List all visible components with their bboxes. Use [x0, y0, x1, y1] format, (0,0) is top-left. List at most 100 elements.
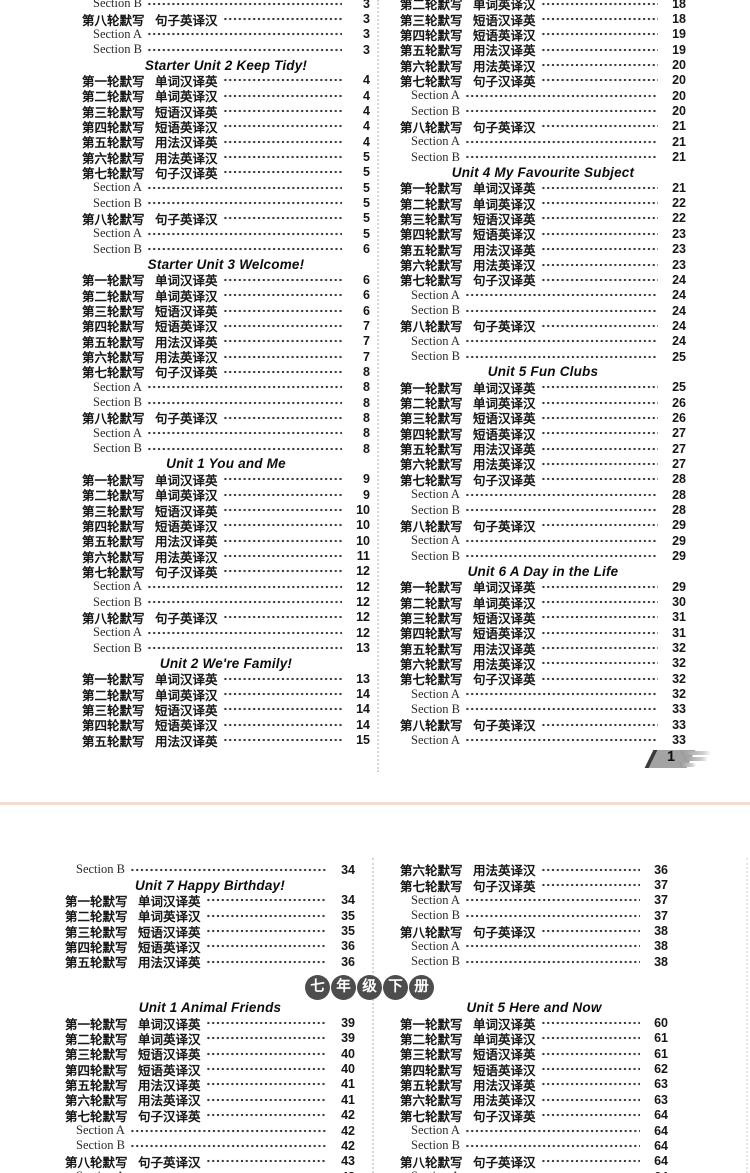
round-label: 第七轮默写 [65, 1109, 128, 1124]
item-desc: 句子汉译英 [155, 166, 218, 181]
toc-row: 第八轮默写 句子英译汉 64 [400, 1153, 668, 1170]
round-label: Section A [93, 226, 142, 241]
toc-row: 第四轮默写 短语英译汉 62 [400, 1061, 668, 1078]
page1-left-column: Section B 3 第八轮默写 句子英译汉 3 Section A 3 Se… [82, 0, 370, 749]
dotted-leader [464, 88, 658, 104]
dotted-leader [540, 862, 640, 878]
round-label: 第二轮默写 [400, 596, 463, 611]
page-number: 13 [356, 641, 370, 656]
item-desc: 单词汉译英 [155, 473, 218, 488]
round-label: Section A [76, 1169, 125, 1173]
column-divider-dotted-line [377, 0, 379, 772]
dotted-leader [540, 118, 658, 135]
item-desc: 单词英译汉 [473, 397, 536, 412]
toc-row: Section A 5 [82, 226, 370, 242]
round-label: Section B [411, 502, 460, 517]
toc-row: Section A 38 [400, 938, 668, 955]
toc-row: 第一轮默写 单词汉译英 60 [400, 1015, 668, 1032]
round-label: 第三轮默写 [82, 703, 145, 718]
toc-row: 第六轮默写 用法英译汉 23 [400, 256, 686, 274]
toc-row: Section B 37 [400, 908, 668, 924]
item-desc: 用法汉译英 [473, 443, 536, 458]
toc-row: 第三轮默写 短语汉译英 10 [82, 502, 370, 519]
badge-character: 下 [383, 975, 408, 1000]
item-desc: 单词英译汉 [138, 910, 201, 925]
page-number: 20 [672, 73, 686, 88]
item-desc: 短语汉译英 [155, 305, 218, 320]
page-number: 29 [672, 518, 686, 533]
item-desc: Unit 5 Fun Clubs [487, 364, 599, 380]
item-desc: Unit 6 A Day in the Life [467, 563, 619, 579]
toc-row: 第四轮默写 短语英译汉 40 [65, 1061, 355, 1078]
toc-row: 第四轮默写 短语英译汉 36 [65, 938, 355, 955]
dotted-leader [540, 394, 658, 411]
toc-row: 第二轮默写 单词英译汉 6 [82, 287, 370, 304]
page-number-marker: 1 [644, 749, 714, 769]
item-desc: Starter Unit 3 Welcome! [147, 257, 305, 273]
item-desc: 用法汉译英 [155, 535, 218, 550]
toc-row: 第七轮默写 句子汉译英 24 [400, 272, 686, 288]
toc-row: 第三轮默写 短语汉译英 61 [400, 1046, 668, 1063]
round-label: Section B [76, 862, 125, 877]
page-number: 4 [363, 88, 370, 103]
page-number: 35 [341, 924, 355, 939]
toc-row: 第七轮默写 句子汉译英 28 [400, 471, 686, 488]
round-label: 第二轮默写 [400, 0, 463, 13]
toc-row: Starter Unit 3 Welcome! [82, 257, 370, 272]
round-label: Section B [411, 303, 460, 318]
round-label: 第五轮默写 [65, 956, 128, 971]
toc-row: 第七轮默写 句子汉译英 64 [400, 1107, 668, 1124]
page-number: 60 [654, 1016, 668, 1031]
round-label: 第三轮默写 [400, 1048, 463, 1063]
page-number: 6 [363, 303, 370, 318]
dotted-leader [540, 579, 658, 595]
round-label: 第三轮默写 [82, 305, 145, 320]
page-number: 24 [672, 272, 686, 287]
page-number: 42 [341, 1108, 355, 1123]
dotted-leader [205, 1030, 327, 1047]
page-number: 10 [356, 503, 370, 518]
dotted-leader [464, 954, 640, 970]
round-label: 第五轮默写 [400, 44, 463, 59]
page-number: 10 [356, 533, 370, 548]
dotted-leader [222, 609, 342, 626]
toc-row: 第四轮默写 短语英译汉 4 [82, 118, 370, 135]
round-label: Section A [411, 487, 460, 502]
item-desc: 短语汉译英 [155, 703, 218, 718]
round-label: 第六轮默写 [400, 259, 463, 274]
toc-row: 第四轮默写 短语英译汉 10 [82, 517, 370, 534]
toc-row: 第五轮默写 用法汉译英 36 [65, 954, 355, 971]
toc-row: Section B 3 [82, 0, 370, 12]
toc-row: 第五轮默写 用法汉译英 63 [400, 1076, 668, 1093]
toc-row: 第三轮默写 短语汉译英 35 [65, 923, 355, 940]
dotted-leader [146, 42, 342, 58]
page-number: 31 [672, 610, 686, 625]
item-desc: 短语汉译英 [155, 504, 218, 519]
item-desc: 句子英译汉 [155, 412, 218, 427]
page-number: 25 [672, 380, 686, 395]
dotted-leader [540, 1030, 640, 1047]
round-label: 第四轮默写 [82, 519, 145, 534]
round-label: 第二轮默写 [400, 1032, 463, 1047]
page-number: 7 [363, 349, 370, 364]
toc-row: 第三轮默写 短语汉译英 31 [400, 609, 686, 626]
round-label: 第四轮默写 [65, 1063, 128, 1078]
page-number: 7 [363, 318, 370, 333]
item-desc: 短语汉译英 [473, 212, 536, 227]
toc-row: Section B 64 [400, 1138, 668, 1154]
page-number: 43 [341, 1154, 355, 1169]
toc-row: Section A 32 [400, 686, 686, 702]
page-number: 18 [672, 0, 686, 11]
round-label: 第一轮默写 [82, 274, 145, 289]
page-number: 33 [672, 717, 686, 732]
page-number: 5 [363, 226, 370, 241]
page-number: 23 [672, 226, 686, 241]
page-number: 38 [654, 954, 668, 969]
page2-right-column: 第六轮默写 用法英译汉 36 第七轮默写 句子汉译英 37 Section A … [400, 862, 668, 1173]
toc-row: Section B 3 [82, 42, 370, 58]
dotted-leader [464, 686, 658, 702]
round-label: 第三轮默写 [400, 212, 463, 227]
item-desc: 短语汉译英 [473, 611, 536, 626]
round-label: 第四轮默写 [65, 940, 128, 955]
toc-row: 第二轮默写 单词英译汉 4 [82, 88, 370, 104]
